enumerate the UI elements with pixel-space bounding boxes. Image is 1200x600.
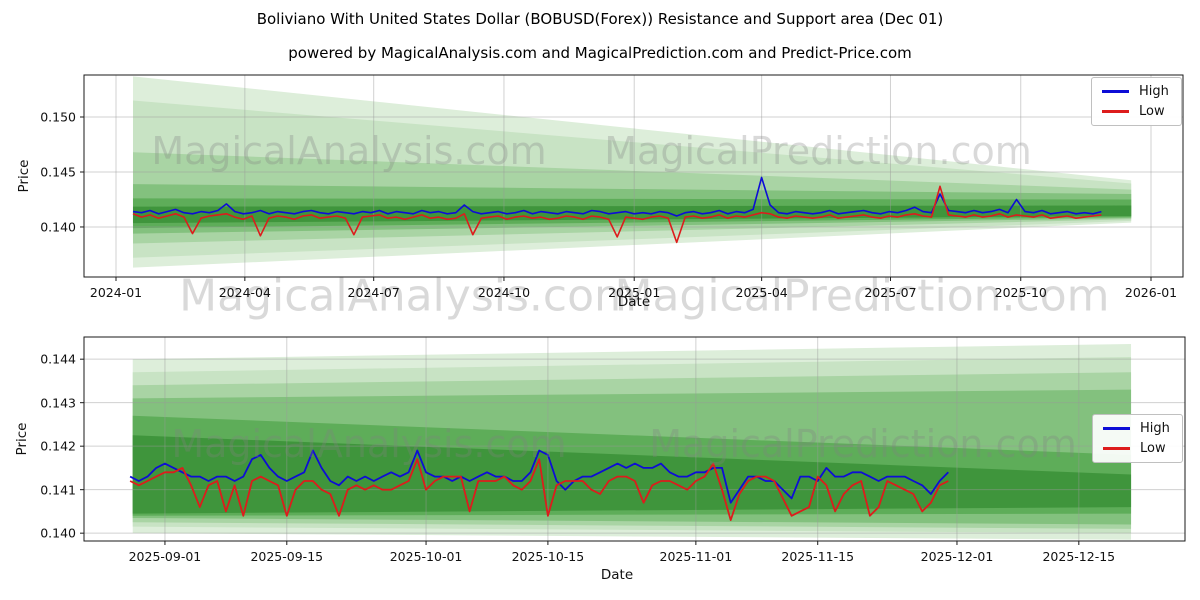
legend-item-low: Low (1102, 105, 1169, 118)
high-line (129, 449, 949, 504)
legend-label-high: High (1140, 421, 1170, 436)
legend-label-high: High (1139, 84, 1169, 99)
legend-top: High Low (1091, 77, 1182, 126)
y-tick-label: 0.143 (40, 395, 76, 411)
x-tick-label: 2025-04 (735, 285, 788, 300)
x-tick-label: 2025-11-01 (659, 549, 733, 564)
high-line-swatch (1102, 90, 1129, 93)
x-tick-label: 2024-04 (218, 285, 271, 300)
low-line-swatch (1102, 110, 1129, 113)
legend-bottom: High Low (1092, 414, 1183, 463)
y-tick-label: 0.142 (40, 438, 76, 454)
legend-item-high: High (1102, 85, 1169, 98)
x-tick-label: 2026-01 (1124, 285, 1178, 300)
x-tick-label: 2025-12-15 (1042, 549, 1116, 564)
support-resistance-band (132, 435, 1132, 514)
legend-label-low: Low (1140, 441, 1166, 456)
x-tick-label: 2025-11-15 (781, 549, 855, 564)
x-tick-label: 2024-10 (477, 285, 531, 300)
high-line-swatch (1103, 427, 1130, 430)
figure-title: Boliviano With United States Dollar (BOB… (256, 10, 944, 28)
x-axis-label-top: Date (617, 294, 651, 310)
plot-border (83, 74, 1184, 278)
legend-label-low: Low (1139, 104, 1165, 119)
support-resistance-band (132, 205, 1132, 224)
high-line (132, 176, 1102, 217)
x-tick-label: 2024-01 (89, 285, 143, 300)
figure-subtitle: powered by MagicalAnalysis.com and Magic… (288, 44, 912, 62)
legend-item-high: High (1103, 422, 1170, 435)
y-tick-label: 0.144 (40, 351, 76, 367)
low-line (132, 185, 1102, 244)
x-tick-label: 2025-07 (864, 285, 917, 300)
x-tick-label: 2025-12-01 (920, 549, 994, 564)
x-tick-label: 2024-07 (347, 285, 400, 300)
x-tick-label: 2025-10-01 (389, 549, 463, 564)
y-tick-label: 0.141 (40, 482, 76, 498)
y-tick-label: 0.140 (40, 525, 76, 541)
x-tick-label: 2025-09-15 (250, 549, 324, 564)
y-axis-label-bottom: Price (14, 422, 30, 456)
legend-item-low: Low (1103, 442, 1170, 455)
plot-border (83, 336, 1186, 542)
x-tick-label: 2025-01 (608, 285, 661, 300)
y-tick-label: 0.145 (40, 164, 76, 180)
low-line (129, 458, 949, 521)
y-tick-label: 0.140 (40, 219, 76, 235)
y-axis-label-top: Price (16, 159, 32, 193)
y-tick-label: 0.150 (40, 109, 76, 125)
x-tick-label: 2025-10 (994, 285, 1047, 300)
low-line-swatch (1103, 447, 1130, 450)
x-axis-label-bottom: Date (600, 567, 634, 583)
x-tick-label: 2025-10-15 (511, 549, 585, 564)
x-tick-label: 2025-09-01 (128, 549, 202, 564)
